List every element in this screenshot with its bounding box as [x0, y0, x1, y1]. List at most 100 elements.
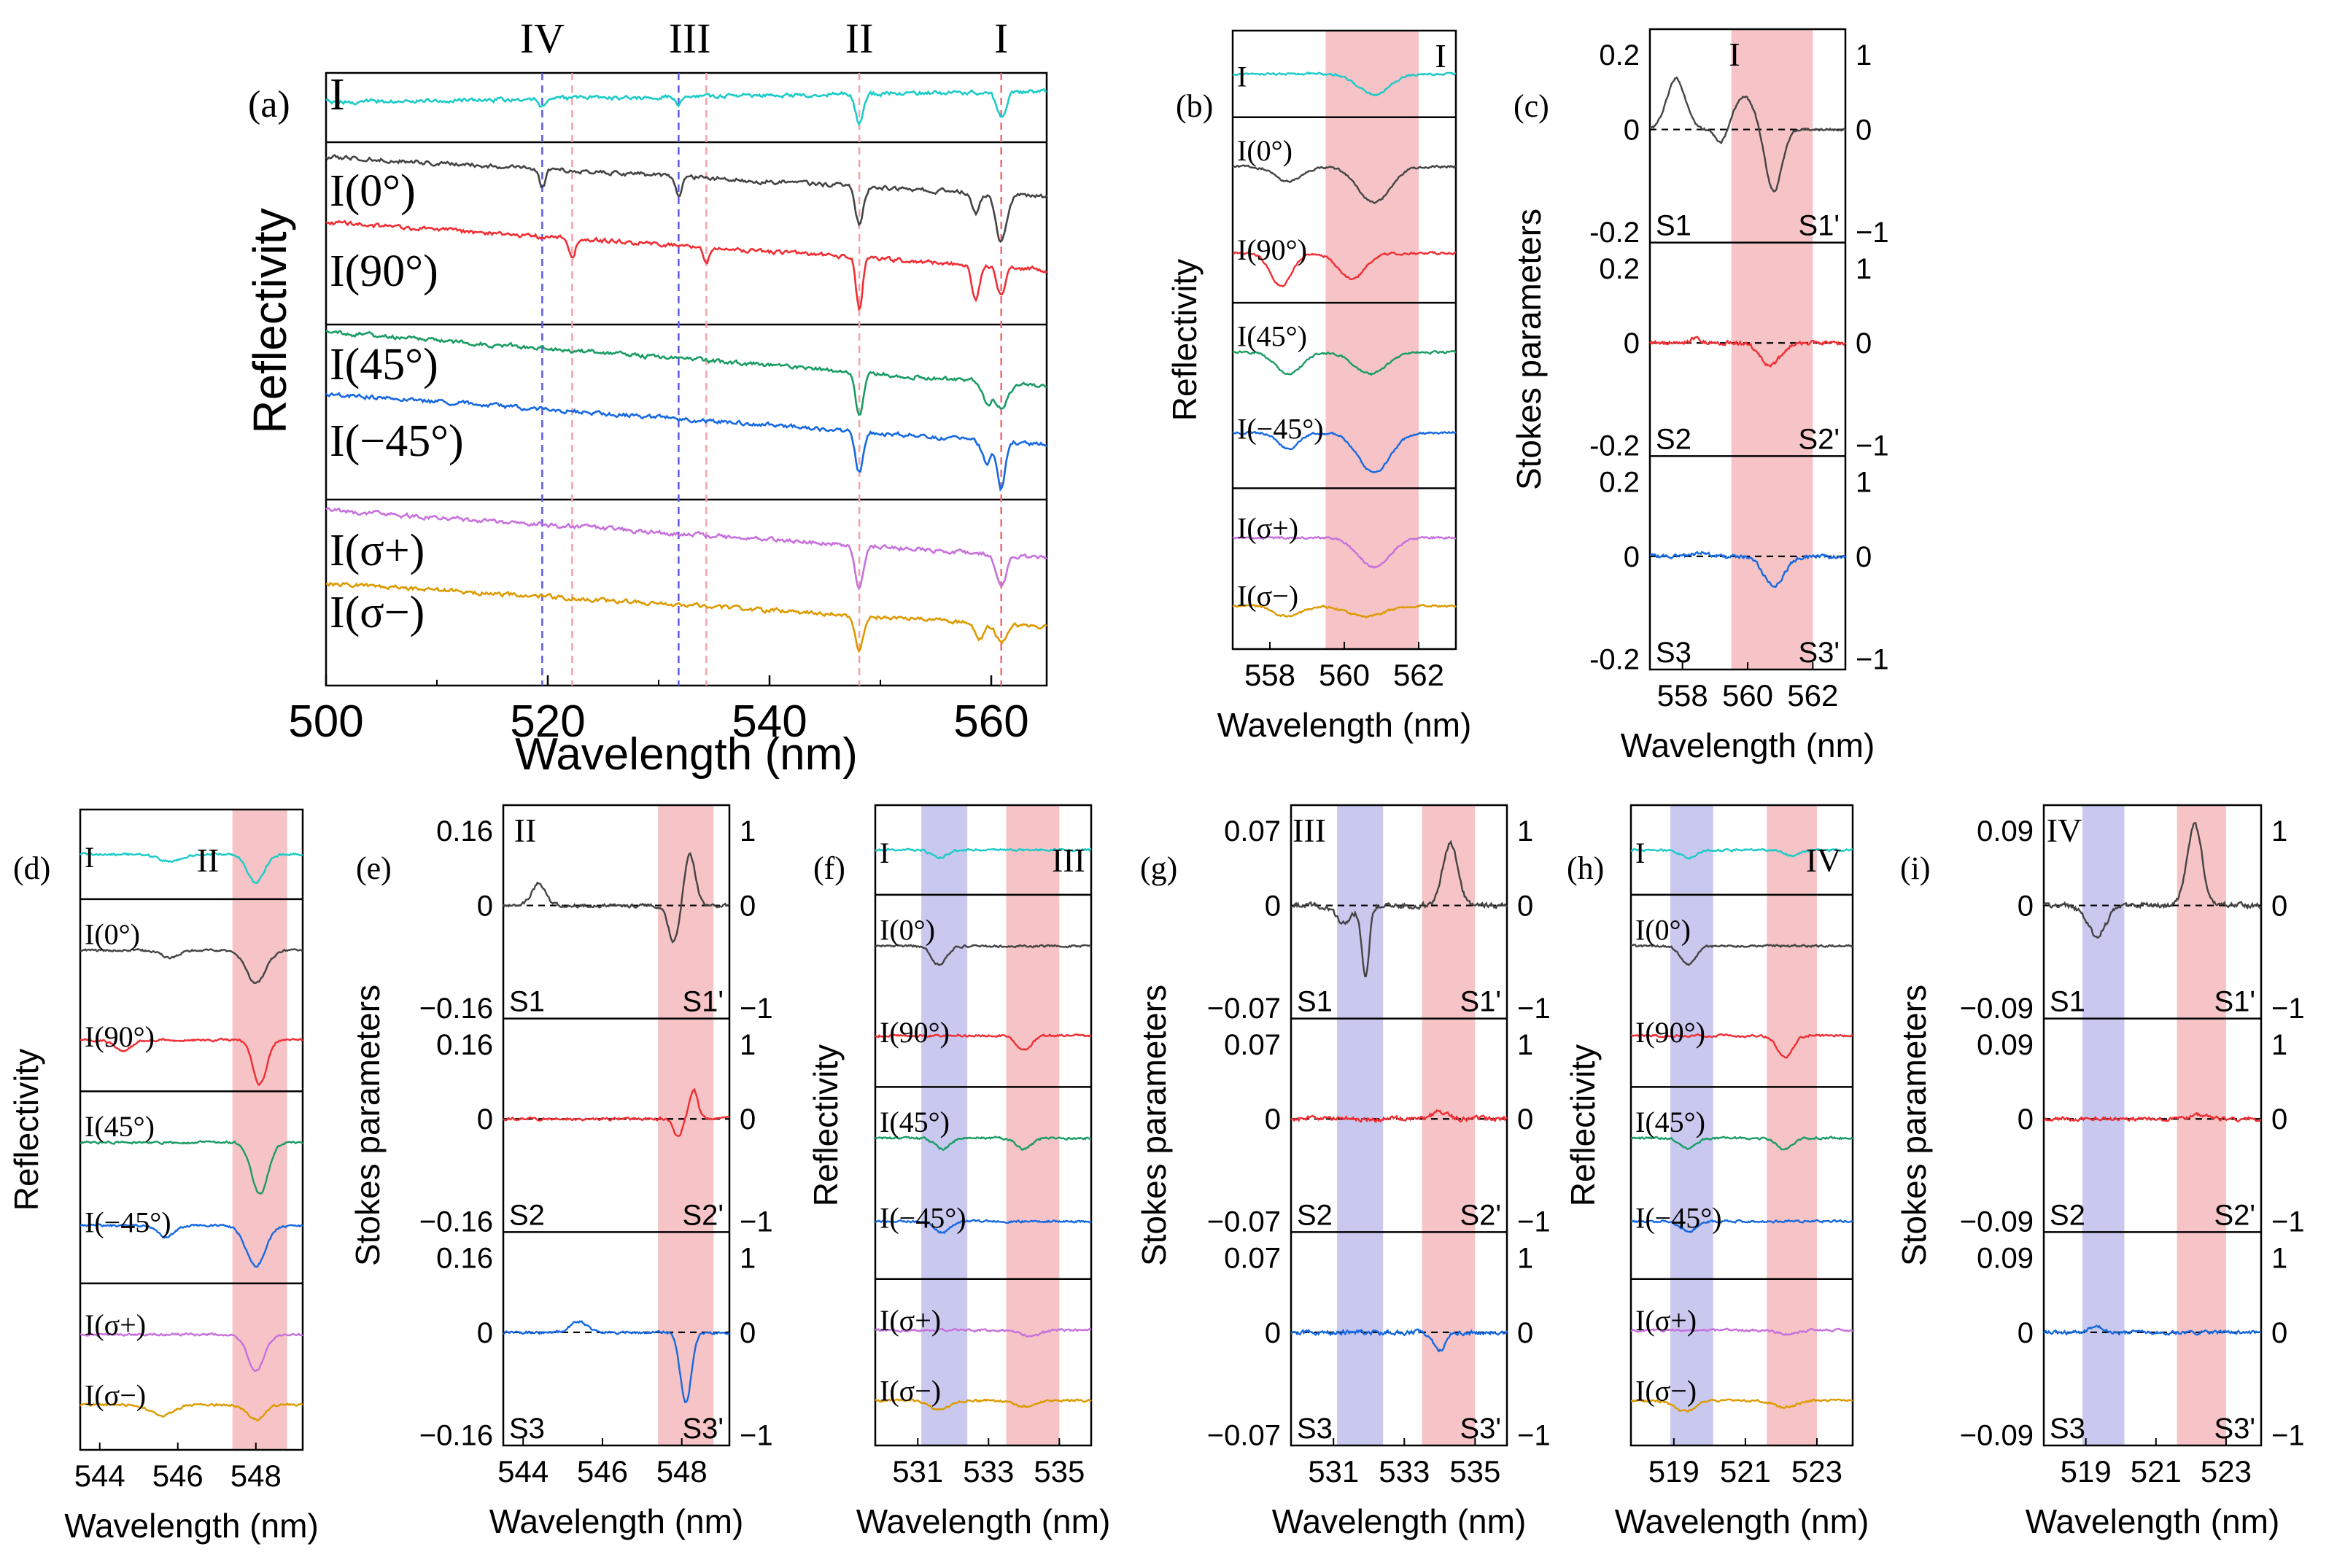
peak-label: IV	[520, 15, 565, 62]
curve-label: I	[85, 841, 94, 874]
left-tick-label: −0.07	[1207, 1419, 1281, 1451]
stokes-row-label-prime: S2'	[682, 1199, 724, 1231]
y-axis-label: Reflectivity	[244, 208, 296, 433]
stokes-curve	[1649, 335, 1846, 368]
spectrum-curve	[1630, 1136, 1853, 1151]
curve-label: I(90°)	[880, 1016, 950, 1049]
curve-label: I(−45°)	[330, 416, 464, 466]
left-tick-label: 0	[2018, 890, 2034, 923]
stokes-row-label-prime: S1'	[1460, 986, 1501, 1018]
panel-h: I I(0°) I(90°) I(45°) I(−45°) I(σ+) I(σ−) IV (h)…	[1564, 804, 1869, 1540]
spectrum-curve	[80, 852, 303, 885]
right-tick-label: 1	[740, 815, 756, 847]
right-tick-label: 0	[2271, 1103, 2287, 1136]
x-axis-label: Wavelength (nm)	[515, 729, 858, 780]
panel-label: (d)	[13, 850, 50, 886]
right-tick-label: 1	[1856, 39, 1872, 71]
panel-i: 0.09 0 −0.09 1 0 −1 S1 S1' 0.09 0 −0.09 1 0 −1 S2 S2' 0.…	[1895, 804, 2305, 1540]
x-axis-label: Wavelength (nm)	[856, 1502, 1111, 1540]
stokes-row-label: S2	[1656, 423, 1691, 455]
left-tick-label: -0.2	[1589, 430, 1640, 462]
x-tick-label: 523	[2201, 1454, 2252, 1489]
highlight-band-blue	[921, 805, 968, 1445]
left-tick-label: 0	[1265, 1317, 1281, 1349]
curve-label: I(σ+)	[85, 1308, 146, 1341]
mode-label: II	[514, 812, 537, 849]
left-tick-label: 0	[1624, 115, 1640, 147]
x-tick-label: 558	[1657, 678, 1708, 713]
panel-label: (b)	[1176, 88, 1213, 124]
y-axis-label: Reflectivity	[807, 1044, 845, 1206]
right-tick-label: 1	[1856, 466, 1872, 498]
spectrum-curve	[325, 330, 1047, 416]
left-tick-label: −0.16	[419, 993, 493, 1025]
right-tick-label: −1	[1856, 643, 1889, 675]
x-tick-label: 523	[1791, 1454, 1842, 1489]
peak-label: III	[669, 15, 711, 62]
stokes-curve	[2044, 1111, 2262, 1123]
x-tick-label: 558	[1244, 658, 1295, 692]
highlight-band-blue	[1337, 805, 1384, 1445]
spectrum-curve	[875, 944, 1092, 966]
right-tick-label: 1	[2271, 815, 2287, 847]
x-tick-label: 544	[74, 1459, 125, 1493]
panel-frame	[874, 804, 1093, 1447]
spectrum-curve	[875, 1136, 1092, 1152]
right-tick-label: 0	[1517, 1103, 1533, 1136]
left-tick-label: 0	[2018, 1103, 2034, 1136]
curve-label: I(σ−)	[880, 1375, 941, 1408]
right-tick-label: −1	[2271, 1419, 2305, 1451]
spectrum-curve	[875, 1219, 1092, 1235]
curve-label: I(σ−)	[85, 1379, 146, 1412]
spectrum-curve	[1232, 250, 1457, 288]
spectrum-curve	[80, 1140, 303, 1195]
x-tick-label: 562	[1787, 678, 1838, 713]
right-tick-label: 0	[1856, 327, 1872, 360]
highlight-band-red	[1731, 29, 1813, 669]
curve-label: I(σ−)	[330, 588, 425, 637]
x-axis-label: Wavelength (nm)	[1217, 706, 1472, 744]
spectrum-curve	[80, 1037, 303, 1087]
stokes-row-label: S3	[2050, 1413, 2085, 1445]
curve-label: I(−45°)	[1237, 413, 1324, 446]
curve-label: I(90°)	[1635, 1016, 1705, 1049]
curve-label: I(0°)	[1635, 913, 1691, 946]
panel-b: I I(0°) I(90°) I(45°) I(−45°) I(σ+) I(σ−) I (b) R…	[1166, 29, 1472, 744]
left-tick-label: −0.07	[1207, 1206, 1281, 1238]
curve-label: I(90°)	[1237, 233, 1307, 266]
curve-label: I(σ−)	[1635, 1375, 1697, 1408]
highlight-band-blue	[1670, 805, 1713, 1445]
left-tick-label: 0	[1265, 890, 1281, 923]
right-tick-label: 1	[2271, 1029, 2287, 1061]
right-tick-label: 0	[740, 1103, 756, 1136]
x-axis-label: Wavelength (nm)	[64, 1507, 319, 1545]
right-tick-label: 0	[2271, 1317, 2287, 1349]
curve-label: I(σ+)	[1635, 1304, 1697, 1337]
stokes-row-label: S2	[509, 1199, 545, 1231]
left-tick-label: 0.09	[1977, 1029, 2034, 1061]
panel-frame	[2042, 804, 2263, 1447]
spectrum-curve	[325, 88, 1047, 126]
curve-label: I(90°)	[330, 247, 438, 296]
stokes-row-label-prime: S3'	[2214, 1413, 2255, 1445]
curve-label: I(45°)	[330, 340, 438, 389]
panel-e: 0.16 0 −0.16 1 0 −1 S1 S1' 0.16 0 −0.16 1 0 −1 S2 S2' 0.…	[349, 804, 773, 1540]
stokes-curve	[1290, 839, 1508, 977]
x-tick-label: 540	[732, 696, 807, 747]
x-tick-label: 500	[288, 696, 363, 747]
spectrum-curve	[1232, 535, 1457, 570]
spectrum-curve	[1232, 71, 1457, 97]
y-axis-label: Stokes parameters	[1895, 985, 1933, 1266]
panel-label: (h)	[1567, 850, 1604, 886]
x-axis-label: Wavelength (nm)	[1615, 1502, 1869, 1540]
panel-frame	[1290, 804, 1508, 1447]
left-tick-label: 0	[477, 1317, 493, 1349]
spectrum-curve	[1630, 1033, 1853, 1059]
curve-label: I(0°)	[330, 166, 416, 216]
x-axis-label: Wavelength (nm)	[1621, 726, 1875, 764]
right-tick-label: 0	[740, 1317, 756, 1349]
stokes-row-label: S1	[1656, 210, 1691, 242]
x-axis-label: Wavelength (nm)	[489, 1502, 744, 1540]
spectrum-curve	[325, 507, 1047, 591]
